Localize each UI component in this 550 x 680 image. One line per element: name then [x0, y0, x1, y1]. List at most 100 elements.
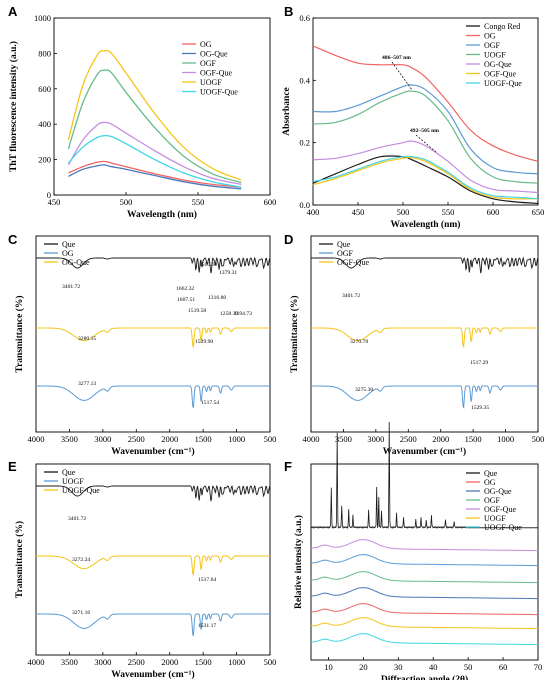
series-line-complex — [36, 327, 270, 349]
legend-entry: OGF-Que — [337, 258, 369, 267]
x-axis-title: Diffraction angle (2θ) — [381, 674, 468, 680]
series-line-protein — [36, 385, 270, 409]
x-tick-label: 450 — [48, 197, 61, 207]
x-axis-title: Wavenumber (cm⁻¹) — [111, 669, 194, 680]
x-tick-label: 4000 — [28, 434, 45, 444]
legend-entry: OG — [484, 478, 496, 487]
annotation: 1529.90 — [195, 339, 213, 345]
series-line-blue — [311, 554, 538, 567]
legend-entry: OG — [484, 31, 496, 40]
annotation: 3401.72 — [68, 516, 86, 522]
panel-d: D 4000 3500 3000 2500 2000 1500 1000 500 Wavenumb… — [284, 232, 544, 457]
legend-entry: OGF — [337, 249, 354, 258]
series-line-uogf-que — [67, 134, 242, 188]
x-tick-label: 2500 — [128, 434, 145, 444]
x-tick-label: 30 — [394, 662, 403, 672]
plot-frame — [310, 235, 539, 433]
x-axis-title: Wavenumber (cm⁻¹) — [383, 446, 466, 457]
y-tick-label: 400 — [38, 119, 51, 129]
annotation: 3272.24 — [72, 557, 90, 563]
series-line-que — [311, 256, 539, 274]
y-axis-title: Transmittance (%) — [14, 295, 25, 372]
y-axis-title: Transmittance (%) — [14, 521, 25, 598]
x-tick-label: 1000 — [228, 657, 245, 667]
series-line-protein — [311, 385, 538, 409]
series-line-cyan — [311, 633, 538, 646]
series-line-complex — [311, 327, 538, 349]
x-tick-label: 50 — [464, 662, 473, 672]
panel-letter: A — [8, 4, 18, 19]
x-tick-label: 3500 — [335, 434, 352, 444]
series-line-protein — [36, 613, 270, 637]
annotation: 3271.16 — [72, 610, 90, 616]
series-line-uogf-que — [312, 155, 539, 200]
annotation: 486~507 nm — [382, 55, 411, 61]
panel-letter: D — [284, 232, 293, 247]
annotation: 1607.51 — [177, 297, 195, 303]
y-tick-label: 600 — [38, 84, 51, 94]
series-line-complex — [36, 555, 270, 577]
legend-entry: Que — [62, 468, 76, 477]
legend-entry: OGF-Que — [484, 505, 516, 514]
legend-entry: OG-Que — [200, 49, 228, 58]
annotation: 1258.39 — [220, 311, 238, 317]
series-line-ogf — [312, 84, 539, 175]
series-line-que — [36, 484, 271, 502]
y-axis-title: Absorbance — [282, 87, 292, 136]
annotation: 1531.17 — [198, 623, 216, 629]
plot-frame — [53, 17, 271, 196]
x-tick-label: 650 — [532, 207, 545, 217]
x-tick-label: 10 — [324, 662, 333, 672]
annotation: 3275.30 — [355, 387, 373, 393]
legend-entry: Que — [62, 240, 76, 249]
x-tick-label: 1500 — [465, 434, 482, 444]
series-line-ogf — [67, 69, 242, 184]
y-tick-label: 200 — [38, 155, 51, 165]
y-tick-label: 0.4 — [299, 75, 310, 85]
x-tick-label: 4000 — [303, 434, 320, 444]
annotation: 3270.78 — [350, 339, 368, 345]
x-axis-title: Wavenumber (cm⁻¹) — [111, 446, 194, 457]
y-axis-title: ThT fluorescence intensity (a.u.) — [8, 41, 19, 172]
annotation: 3277.13 — [78, 381, 96, 387]
legend-entry: OG — [200, 40, 212, 49]
legend-entry: OG — [62, 249, 74, 258]
annotation: 1560.60 — [199, 262, 217, 268]
legend-entry: OG-Que — [484, 487, 512, 496]
legend-entry: Que — [337, 240, 351, 249]
plot-frame — [310, 463, 539, 661]
x-tick-label: 4000 — [28, 657, 45, 667]
series-line-og — [312, 45, 539, 162]
annotation: 1662.32 — [176, 286, 194, 292]
x-tick-label: 3000 — [367, 434, 384, 444]
annotation-pointer — [415, 134, 437, 153]
annotation: 1517.54 — [201, 400, 219, 406]
series-line-og-que — [312, 140, 539, 194]
legend-entry: UOGF-Que — [484, 523, 522, 532]
x-tick-label: 500 — [264, 657, 277, 667]
x-tick-label: 1500 — [195, 657, 212, 667]
annotation: 1519.58 — [188, 308, 206, 314]
series-line-que — [36, 256, 271, 274]
annotation: 1194.73 — [234, 311, 252, 317]
x-tick-label: 1500 — [195, 434, 212, 444]
legend-entry: OGF-Que — [484, 69, 516, 78]
legend-entry: OG-Que — [62, 258, 90, 267]
annotation-pointer — [391, 61, 413, 91]
x-tick-label: 450 — [352, 207, 365, 217]
x-tick-label: 600 — [487, 207, 500, 217]
annotation: 3401.72 — [342, 293, 360, 299]
legend-entry: OGF — [484, 41, 501, 50]
y-tick-label: 800 — [38, 48, 51, 58]
series-line-og-que — [68, 164, 242, 190]
legend-entry: OGF — [200, 59, 217, 68]
y-tick-label: 0.2 — [299, 138, 310, 148]
legend-entry: OG-Que — [484, 60, 512, 69]
legend-entry: UOGF — [200, 78, 222, 87]
annotation: 3280.15 — [78, 336, 96, 342]
legend-entry: UOGF-Que — [62, 486, 100, 495]
panel-letter: B — [284, 4, 293, 19]
series-line-que — [310, 421, 538, 530]
legend-entry: Que — [484, 469, 498, 478]
